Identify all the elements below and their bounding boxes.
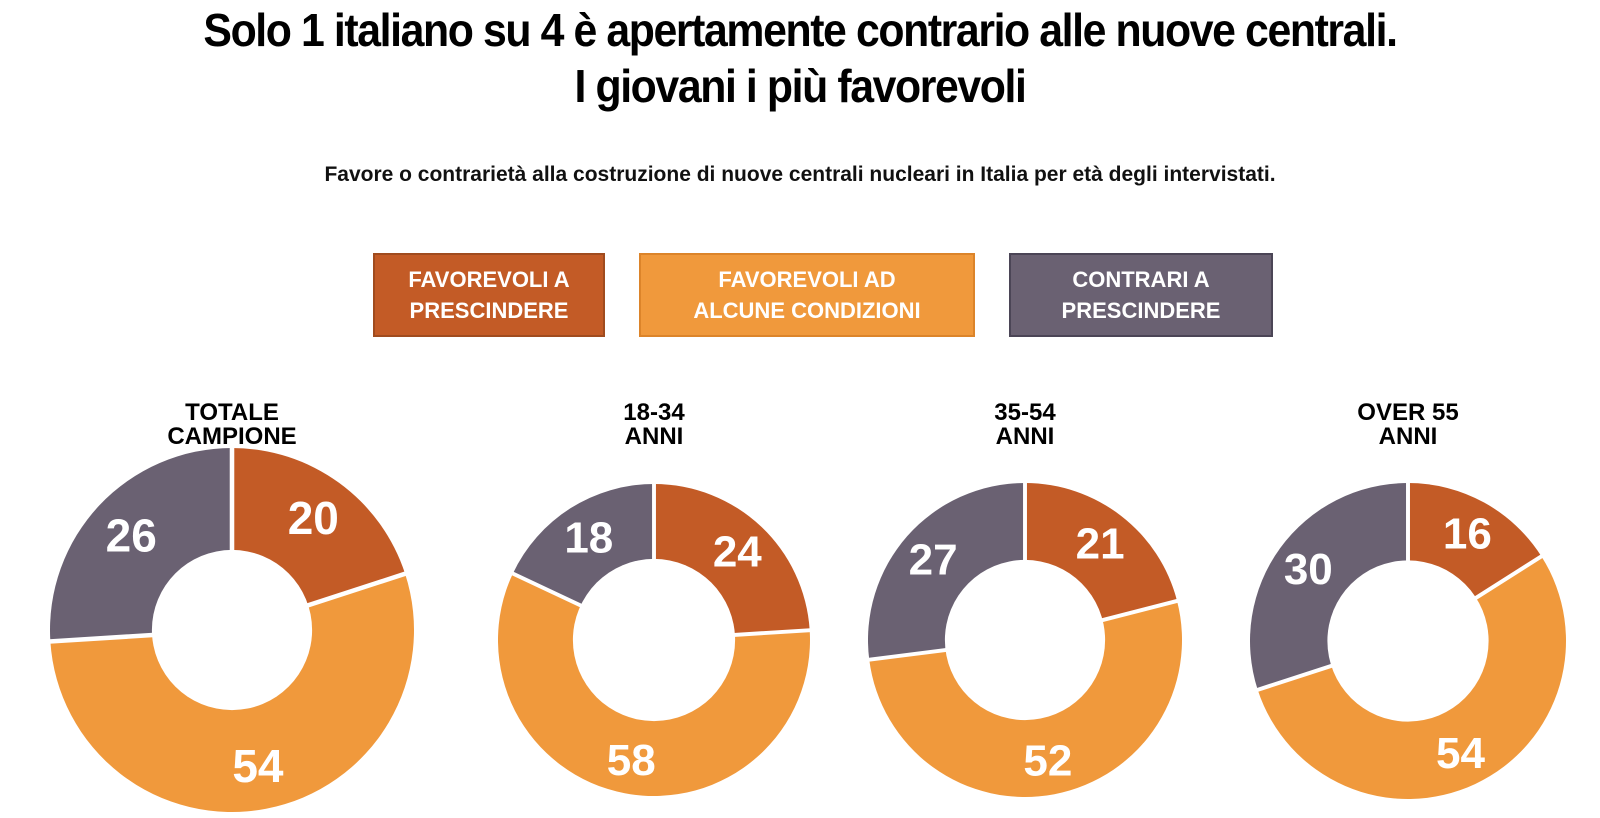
chart-subtitle: Favore o contrarietà alla costruzione di… [324, 163, 1276, 186]
chart-title-line2: ANNI [624, 423, 684, 450]
slice-value: 27 [909, 535, 958, 584]
chart-title-line1: 18-34 [623, 399, 685, 426]
legend-item-favorevoli-ad-alcune-condizioni: FAVOREVOLI AD ALCUNE CONDIZIONI [639, 253, 975, 337]
chart-title-line1: 35-54 [994, 399, 1056, 426]
donut-chart-3: 16 54 30 [1249, 482, 1567, 800]
slice-value: 58 [607, 736, 656, 785]
slice-value: 30 [1284, 545, 1333, 594]
slice-value: 54 [232, 740, 284, 792]
donut-chart-1: 24 58 18 [497, 483, 811, 797]
chart-title-line1: TOTALE [185, 399, 279, 426]
donut-35-54-anni: 21 52 27 [864, 479, 1186, 806]
legend-item-contrari-a-prescindere: CONTRARI A PRESCINDERE [1009, 253, 1273, 337]
slice-value: 16 [1443, 509, 1492, 558]
legend-label-line2: PRESCINDERE [1061, 298, 1221, 323]
chart-title-18-34-anni: 18-34 ANNI [504, 401, 804, 449]
chart-title-line2: ANNI [1378, 423, 1438, 450]
legend-label-line2: ALCUNE CONDIZIONI [693, 298, 921, 323]
chart-title-totale-campione: TOTALE CAMPIONE [82, 401, 382, 449]
legend-label-line1: FAVOREVOLI AD [718, 267, 896, 292]
page-title-line1: Solo 1 italiano su 4 è apertamente contr… [203, 4, 1398, 56]
donut-18-34-anni: 24 58 18 [494, 480, 814, 805]
legend: FAVOREVOLI A PRESCINDERE FAVOREVOLI AD A… [23, 253, 1600, 337]
donut-hole [572, 558, 736, 722]
legend-item-favorevoli-a-prescindere: FAVOREVOLI A PRESCINDERE [373, 253, 605, 337]
legend-label-line1: FAVOREVOLI A [408, 267, 570, 292]
slice-value: 26 [106, 509, 157, 561]
chart-title-line2: ANNI [995, 423, 1055, 450]
legend-label-line1: CONTRARI A [1072, 267, 1210, 292]
slice-value: 20 [288, 492, 339, 544]
donut-over-55-anni: 16 54 30 [1246, 479, 1570, 808]
chart-title-line2: CAMPIONE [167, 423, 297, 450]
donut-hole [151, 549, 313, 711]
donut-chart-0: 20 54 26 [49, 447, 415, 813]
slice-value: 24 [713, 528, 762, 577]
donut-chart-2: 21 52 27 [868, 482, 1183, 798]
page-title: Solo 1 italiano su 4 è apertamente contr… [56, 2, 1544, 114]
legend-label-line2: PRESCINDERE [409, 298, 569, 323]
donut-totale-campione: 20 54 26 [46, 444, 418, 818]
chart-title-over-55-anni: OVER 55 ANNI [1258, 401, 1558, 449]
slice-value: 21 [1076, 520, 1125, 569]
slice-value: 18 [564, 514, 613, 563]
slice-value: 54 [1436, 729, 1485, 778]
slice-value: 52 [1023, 737, 1072, 786]
chart-title-35-54-anni: 35-54 ANNI [875, 401, 1175, 449]
donut-hole [1327, 560, 1489, 722]
page-title-line2: I giovani i più favorevoli [574, 60, 1026, 112]
donut-hole [944, 559, 1106, 721]
chart-title-line1: OVER 55 [1357, 399, 1459, 426]
